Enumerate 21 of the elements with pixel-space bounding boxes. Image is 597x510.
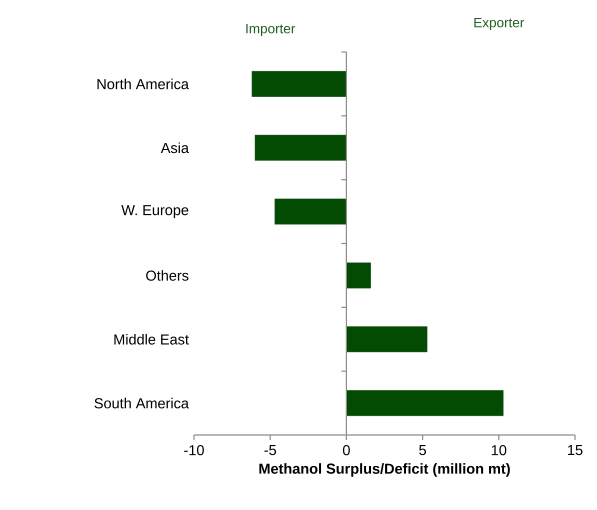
- y-tick-label: Middle East: [114, 334, 189, 345]
- x-axis-title: Methanol Surplus/Deficit (million mt): [259, 463, 510, 477]
- y-tick-label: W. Europe: [121, 205, 188, 218]
- y-tick-label: North America: [97, 78, 189, 90]
- y-tick-label: Others: [146, 270, 188, 281]
- text: Exporter: [474, 18, 524, 30]
- y-tick-label: South America: [94, 398, 189, 408]
- x-tick-label: 15: [568, 445, 582, 456]
- x-tick-label: -5: [264, 445, 276, 456]
- text: Importer: [246, 24, 296, 36]
- x-tick-label: -10: [184, 445, 204, 456]
- x-tick-label: 0: [342, 445, 350, 456]
- bar: [346, 390, 504, 416]
- x-tick-label: 5: [419, 445, 426, 456]
- bar: [274, 198, 347, 225]
- x-tick-label: 10: [492, 445, 506, 456]
- bar: [252, 70, 347, 97]
- bar: [346, 262, 371, 288]
- bar: [254, 134, 347, 161]
- y-tick-label: Asia: [160, 142, 189, 154]
- bar: [346, 326, 428, 352]
